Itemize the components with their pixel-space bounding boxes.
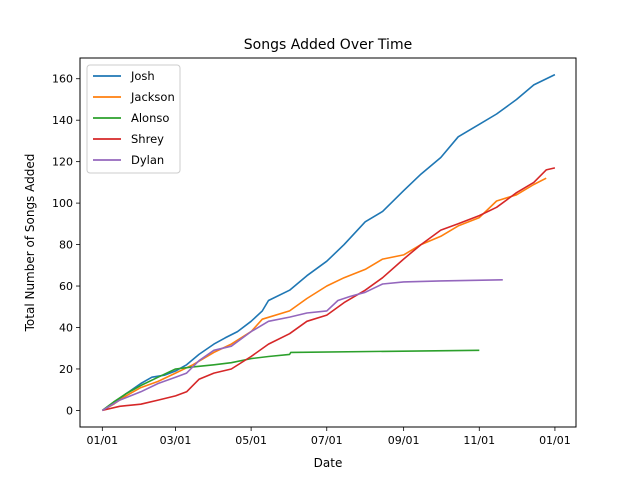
y-tick-label: 120 <box>52 156 73 169</box>
chart-title: Songs Added Over Time <box>244 37 412 53</box>
y-axis-label: Total Number of Songs Added <box>23 154 37 333</box>
legend-label: Alonso <box>131 111 169 125</box>
x-axis-label: Date <box>314 456 343 470</box>
legend-box <box>86 64 181 174</box>
y-axis: 0 20 40 60 80 100 120 140 160 <box>52 73 80 417</box>
series-line-alonso <box>101 349 480 412</box>
x-tick-label: 03/01 <box>160 434 192 447</box>
plot-area-frame <box>79 57 577 428</box>
y-tick-label: 20 <box>59 363 73 376</box>
y-tick-label: 80 <box>59 239 73 252</box>
legend-label: Jackson <box>130 90 175 104</box>
x-tick-label: 07/01 <box>311 434 343 447</box>
y-tick-label: 100 <box>52 197 73 210</box>
x-axis: 01/01 03/01 05/01 07/01 09/01 11/01 01/01 <box>86 427 571 447</box>
y-tick-label: 0 <box>66 404 73 417</box>
legend-label: Josh <box>130 69 155 83</box>
x-tick-label: 09/01 <box>388 434 420 447</box>
x-tick-label: 05/01 <box>235 434 267 447</box>
x-tick-label: 01/01 <box>86 434 118 447</box>
y-tick-label: 40 <box>59 321 73 334</box>
series-group <box>101 73 556 412</box>
series-line-jackson <box>101 177 547 412</box>
legend-label: Dylan <box>131 153 164 167</box>
legend-label: Shrey <box>131 132 164 146</box>
y-tick-label: 160 <box>52 73 73 86</box>
x-tick-label: 11/01 <box>463 434 495 447</box>
x-tick-label: 01/01 <box>539 434 571 447</box>
legend: Josh Jackson Alonso Shrey Dylan <box>86 64 181 174</box>
y-tick-label: 140 <box>52 114 73 127</box>
y-tick-label: 60 <box>59 280 73 293</box>
series-line-shrey <box>102 167 556 412</box>
series-line-dylan <box>101 279 503 412</box>
